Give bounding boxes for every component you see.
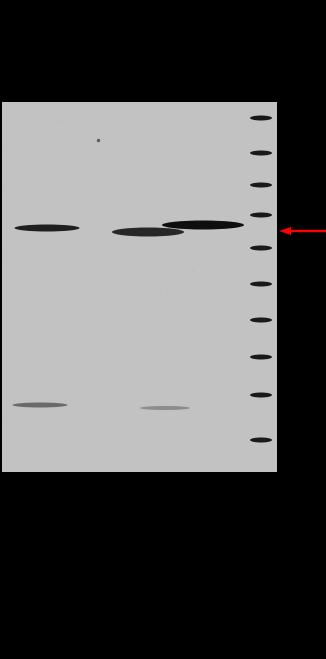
Ellipse shape: [162, 221, 244, 229]
Ellipse shape: [12, 403, 67, 407]
Ellipse shape: [250, 281, 272, 287]
Ellipse shape: [250, 115, 272, 121]
Ellipse shape: [250, 150, 272, 156]
Ellipse shape: [250, 212, 272, 217]
Bar: [2, 102, 277, 472]
Ellipse shape: [250, 393, 272, 397]
Ellipse shape: [250, 355, 272, 360]
Ellipse shape: [112, 227, 184, 237]
Ellipse shape: [250, 183, 272, 188]
Ellipse shape: [14, 225, 80, 231]
FancyArrow shape: [279, 227, 326, 235]
Ellipse shape: [140, 406, 190, 410]
Ellipse shape: [250, 246, 272, 250]
Ellipse shape: [250, 318, 272, 322]
Ellipse shape: [250, 438, 272, 442]
